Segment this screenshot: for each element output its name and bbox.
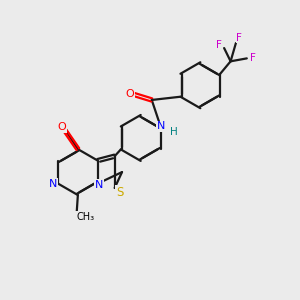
Text: N: N <box>156 122 165 131</box>
Text: H: H <box>170 127 178 137</box>
Text: N: N <box>49 178 57 189</box>
Text: S: S <box>116 186 124 199</box>
Text: F: F <box>216 40 222 50</box>
Text: F: F <box>236 33 242 43</box>
Text: O: O <box>125 89 134 99</box>
Text: F: F <box>250 53 256 63</box>
Text: O: O <box>57 122 66 132</box>
Text: CH₃: CH₃ <box>76 212 94 222</box>
Text: N: N <box>95 180 103 190</box>
